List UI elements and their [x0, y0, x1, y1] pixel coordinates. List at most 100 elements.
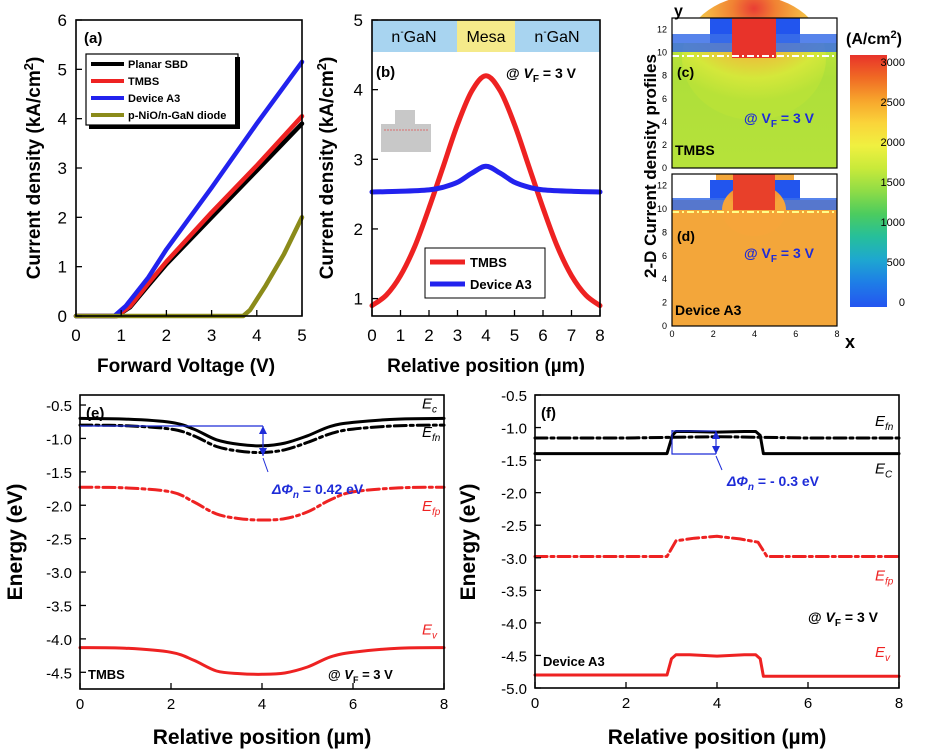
colorbar-title: (A/cm2): [846, 29, 902, 48]
series-ev: [533, 653, 901, 678]
panel-f-device: Device A3: [543, 654, 605, 669]
x-tick-label: 7: [567, 326, 576, 345]
curve-label-efn: Efn: [875, 413, 894, 433]
curve-label-ec: Ec: [422, 395, 437, 415]
panel-c-device: TMBS: [675, 142, 715, 158]
y-tick-label: -2.5: [46, 532, 72, 549]
panel-a: 0 1 2 3 4 5 0 1 2 3 4 5 6 (a) Planar SBD TMBS Device…: [21, 11, 307, 377]
panel-cd: 2-D Current density profiles (c) @ VF = …: [641, 0, 905, 352]
panel-f-xlabel: Relative position (µm): [608, 726, 827, 749]
x-tick-label: 4: [713, 695, 721, 712]
y-tick-label: -3.5: [501, 583, 527, 600]
heatmap-x-tick: 2: [711, 329, 716, 339]
panel-e-ylabel: Energy (eV): [4, 484, 27, 601]
series-device-a3: [369, 163, 603, 195]
y-tick-label: 2: [354, 220, 363, 239]
heatmap-y-tick: 8: [662, 71, 667, 81]
curve-label-ev: Ev: [875, 644, 891, 664]
y-tick-label: -4.5: [501, 648, 527, 665]
colorbar-tick-label: 2000: [881, 137, 905, 149]
panel-d-device: Device A3: [675, 302, 742, 318]
panel-a-legend: Planar SBD TMBS Device A3 p-NiO/n-GaN di…: [85, 53, 240, 129]
x-tick-label: 4: [252, 326, 261, 345]
y-tick-label: 5: [58, 60, 67, 79]
x-tick-label: 4: [481, 326, 490, 345]
heatmap-x-axis-label: x: [845, 332, 855, 352]
panel-b-legend: TMBS Device A3: [424, 247, 546, 299]
heatmap-y-tick: 4: [662, 274, 667, 284]
panel-a-label: (a): [84, 30, 102, 47]
y-tick-label: -4.0: [46, 632, 72, 649]
legend-label-pnio-diode: p-NiO/n-GaN diode: [128, 110, 226, 122]
y-tick-label: -3.5: [46, 598, 72, 615]
panel-a-xlabel: Forward Voltage (V): [97, 356, 275, 377]
panel-b-ylabel: Current density (kA/cm2): [314, 57, 338, 280]
heatmap-title: 2-D Current density profiles: [641, 54, 660, 278]
series-ec: [78, 416, 446, 448]
colorbar-tick-label: 2500: [881, 97, 905, 109]
y-tick-label: -1.0: [46, 431, 72, 448]
x-tick-label: 4: [258, 696, 266, 713]
panel-f-delta-annotation: ΔΦn = - 0.3 eV: [671, 430, 820, 493]
colorbar-tick-label: 0: [899, 297, 905, 309]
panel-f: 0 2 4 6 8 -0.5 -1.0 -1.5 -2.0 -2.5 -3.0 -3.5 -4.0 -4.…: [457, 388, 903, 749]
colorbar-tick-label: 1500: [881, 177, 905, 189]
curve-label-efp: Efp: [422, 498, 441, 518]
colorbar-tick-label: 3000: [881, 57, 905, 69]
series-efn: [533, 435, 901, 440]
colorbar: (A/cm2) 3000 2500 2000 1500 1000 500 0: [846, 29, 905, 309]
heatmap-y-tick: 4: [662, 117, 667, 127]
series-efp: [78, 485, 446, 522]
panel-e: 0 2 4 6 8 -0.5 -1.0 -1.5 -2.0 -2.5 -3.0 -3.5 -4.0 -4.…: [4, 394, 448, 749]
colorbar-tick-label: 1000: [881, 217, 905, 229]
heatmap-y-tick: 0: [662, 321, 667, 331]
y-tick-label: -1.5: [501, 453, 527, 470]
curve-label-ev: Ev: [422, 622, 438, 642]
heatmap-axes: y x 0 2 4 6 8 10 12 0 2 4 6 8 10 12 0 2 4 6 8: [657, 3, 855, 352]
panel-a-ylabel: Current density (kA/cm2): [21, 57, 45, 280]
x-tick-label: 1: [116, 326, 125, 345]
device-inset-icon: [381, 110, 431, 152]
curve-label-ec: EC: [875, 461, 893, 481]
heatmap-x-tick: 0: [669, 329, 674, 339]
panel-c-annotation: @ VF = 3 V: [744, 110, 815, 130]
x-tick-label: 1: [396, 326, 405, 345]
panel-d-annotation: @ VF = 3 V: [744, 245, 815, 265]
y-tick-label: -2.0: [46, 498, 72, 515]
y-tick-label: 4: [58, 110, 67, 129]
heatmap-y-tick: 8: [662, 227, 667, 237]
x-tick-label: 5: [510, 326, 519, 345]
x-tick-label: 2: [167, 696, 175, 713]
panel-e-delta-annotation: ΔΦn = 0.42 eV: [80, 425, 364, 501]
panel-e-frame: [79, 394, 445, 690]
header-left: n-GaN: [391, 27, 436, 46]
panel-c-label: (c): [677, 64, 694, 80]
header-mid: Mesa: [466, 29, 505, 46]
x-tick-label: 2: [622, 695, 630, 712]
panel-f-ylabel: Energy (eV): [457, 484, 480, 601]
panel-f-label: (f): [541, 405, 556, 422]
y-tick-label: 3: [58, 159, 67, 178]
legend-label-tmbs: TMBS: [128, 76, 159, 88]
series-ec: [533, 430, 901, 456]
y-tick-label: 6: [58, 11, 67, 30]
heatmap-x-tick: 6: [793, 329, 798, 339]
x-tick-label: 8: [440, 696, 448, 713]
heatmap-y-tick: 12: [657, 181, 667, 191]
colorbar-tick-label: 500: [887, 257, 905, 269]
x-tick-label: 6: [349, 696, 357, 713]
x-tick-label: 0: [531, 695, 539, 712]
legend-label-b-a3: Device A3: [470, 277, 532, 292]
x-tick-label: 0: [367, 326, 376, 345]
panel-e-label: (e): [86, 405, 104, 422]
heatmap-y-tick: 12: [657, 25, 667, 35]
curve-label-efp: Efp: [875, 567, 894, 587]
y-tick-label: 2: [58, 208, 67, 227]
panel-e-annotation: @ VF = 3 V: [328, 667, 393, 685]
x-tick-label: 6: [538, 326, 547, 345]
x-tick-label: 5: [297, 326, 306, 345]
y-tick-label: -3.0: [501, 551, 527, 568]
x-tick-label: 8: [895, 695, 903, 712]
series-efp: [533, 534, 901, 558]
